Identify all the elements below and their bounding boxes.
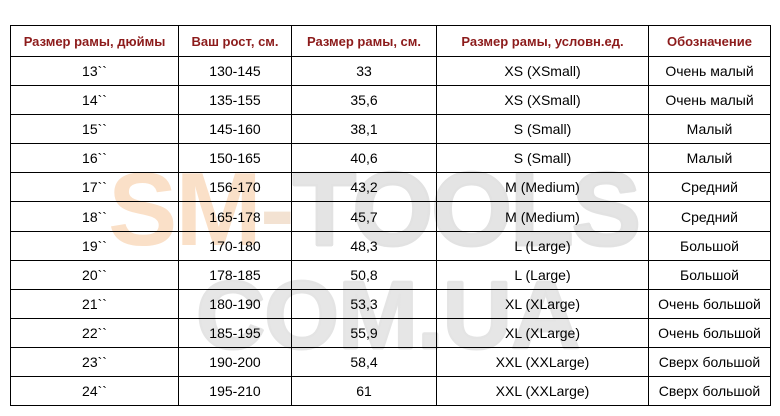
cell-height-cm: 190-200 xyxy=(178,346,292,378)
cell-frame-cm: 45,7 xyxy=(291,201,437,232)
cell-designation: Очень большой xyxy=(648,317,771,348)
cell-frame-units: S (Small) xyxy=(436,114,649,145)
cell-designation: Очень большой xyxy=(648,288,771,319)
cell-frame-inch: 17`` xyxy=(10,172,179,203)
cell-frame-cm: 55,9 xyxy=(291,317,437,348)
cell-designation: Очень малый xyxy=(648,55,771,87)
cell-height-cm: 150-165 xyxy=(178,143,292,174)
column-header-frame-units: Размер рамы, условн.ед. xyxy=(436,25,649,57)
cell-frame-units: XL (XLarge) xyxy=(436,288,649,319)
cell-designation: Большой xyxy=(648,230,771,261)
cell-designation: Большой xyxy=(648,259,771,290)
table-row: 18`` 165-178 45,7 M (Medium) Средний xyxy=(10,201,771,232)
column-header-frame-cm: Размер рамы, см. xyxy=(291,25,437,57)
cell-frame-inch: 22`` xyxy=(10,317,179,348)
cell-height-cm: 135-155 xyxy=(178,85,292,116)
table-row: 15`` 145-160 38,1 S (Small) Малый xyxy=(10,114,771,145)
cell-designation: Средний xyxy=(648,172,771,203)
table-header-row: Размер рамы, дюймы Ваш рост, см. Размер … xyxy=(10,25,771,57)
cell-frame-inch: 19`` xyxy=(10,230,179,261)
cell-height-cm: 180-190 xyxy=(178,288,292,319)
cell-frame-units: XXL (XXLarge) xyxy=(436,376,649,407)
table-row: 21`` 180-190 53,3 XL (XLarge) Очень боль… xyxy=(10,288,771,319)
cell-frame-units: M (Medium) xyxy=(436,172,649,203)
table-row: 17`` 156-170 43,2 M (Medium) Средний xyxy=(10,172,771,203)
cell-frame-inch: 14`` xyxy=(10,85,179,116)
table-row: 14`` 135-155 35,6 XS (XSmall) Очень малы… xyxy=(10,85,771,116)
cell-frame-inch: 24`` xyxy=(10,376,179,407)
cell-frame-cm: 35,6 xyxy=(291,85,437,116)
cell-frame-cm: 50,8 xyxy=(291,259,437,290)
cell-frame-cm: 43,2 xyxy=(291,172,437,203)
cell-designation: Сверх большой xyxy=(648,376,771,407)
cell-height-cm: 145-160 xyxy=(178,114,292,145)
cell-designation: Очень малый xyxy=(648,85,771,116)
column-header-frame-inch: Размер рамы, дюймы xyxy=(10,25,179,57)
cell-height-cm: 195-210 xyxy=(178,376,292,407)
table-row: 23`` 190-200 58,4 XXL (XXLarge) Сверх бо… xyxy=(10,346,771,378)
cell-frame-cm: 48,3 xyxy=(291,230,437,261)
cell-frame-inch: 13`` xyxy=(10,55,179,87)
size-table-container: Размер рамы, дюймы Ваш рост, см. Размер … xyxy=(10,25,771,407)
cell-frame-inch: 16`` xyxy=(10,143,179,174)
column-header-designation: Обозначение xyxy=(648,25,771,57)
cell-height-cm: 165-178 xyxy=(178,201,292,232)
cell-height-cm: 170-180 xyxy=(178,230,292,261)
cell-frame-cm: 58,4 xyxy=(291,346,437,378)
frame-size-table: Размер рамы, дюймы Ваш рост, см. Размер … xyxy=(10,25,771,407)
cell-height-cm: 185-195 xyxy=(178,317,292,348)
table-row: 19`` 170-180 48,3 L (Large) Большой xyxy=(10,230,771,261)
cell-frame-inch: 20`` xyxy=(10,259,179,290)
cell-frame-cm: 38,1 xyxy=(291,114,437,145)
cell-frame-units: L (Large) xyxy=(436,259,649,290)
cell-frame-units: XL (XLarge) xyxy=(436,317,649,348)
cell-frame-units: S (Small) xyxy=(436,143,649,174)
cell-frame-inch: 23`` xyxy=(10,346,179,378)
table-row: 20`` 178-185 50,8 L (Large) Большой xyxy=(10,259,771,290)
table-row: 16`` 150-165 40,6 S (Small) Малый xyxy=(10,143,771,174)
cell-designation: Малый xyxy=(648,143,771,174)
cell-frame-units: XS (XSmall) xyxy=(436,55,649,87)
cell-frame-units: XXL (XXLarge) xyxy=(436,346,649,378)
cell-designation: Средний xyxy=(648,201,771,232)
cell-designation: Сверх большой xyxy=(648,346,771,378)
cell-frame-units: M (Medium) xyxy=(436,201,649,232)
table-header: Размер рамы, дюймы Ваш рост, см. Размер … xyxy=(10,25,771,57)
table-row: 22`` 185-195 55,9 XL (XLarge) Очень боль… xyxy=(10,317,771,348)
cell-height-cm: 178-185 xyxy=(178,259,292,290)
cell-frame-cm: 33 xyxy=(291,55,437,87)
cell-frame-cm: 40,6 xyxy=(291,143,437,174)
cell-frame-cm: 53,3 xyxy=(291,288,437,319)
table-row: 24`` 195-210 61 XXL (XXLarge) Сверх боль… xyxy=(10,376,771,407)
cell-height-cm: 156-170 xyxy=(178,172,292,203)
cell-designation: Малый xyxy=(648,114,771,145)
cell-frame-cm: 61 xyxy=(291,376,437,407)
table-body: 13`` 130-145 33 XS (XSmall) Очень малый … xyxy=(10,55,771,407)
table-row: 13`` 130-145 33 XS (XSmall) Очень малый xyxy=(10,55,771,87)
cell-frame-units: L (Large) xyxy=(436,230,649,261)
cell-frame-inch: 15`` xyxy=(10,114,179,145)
cell-frame-inch: 21`` xyxy=(10,288,179,319)
cell-frame-units: XS (XSmall) xyxy=(436,85,649,116)
cell-frame-inch: 18`` xyxy=(10,201,179,232)
cell-height-cm: 130-145 xyxy=(178,55,292,87)
column-header-height-cm: Ваш рост, см. xyxy=(178,25,292,57)
